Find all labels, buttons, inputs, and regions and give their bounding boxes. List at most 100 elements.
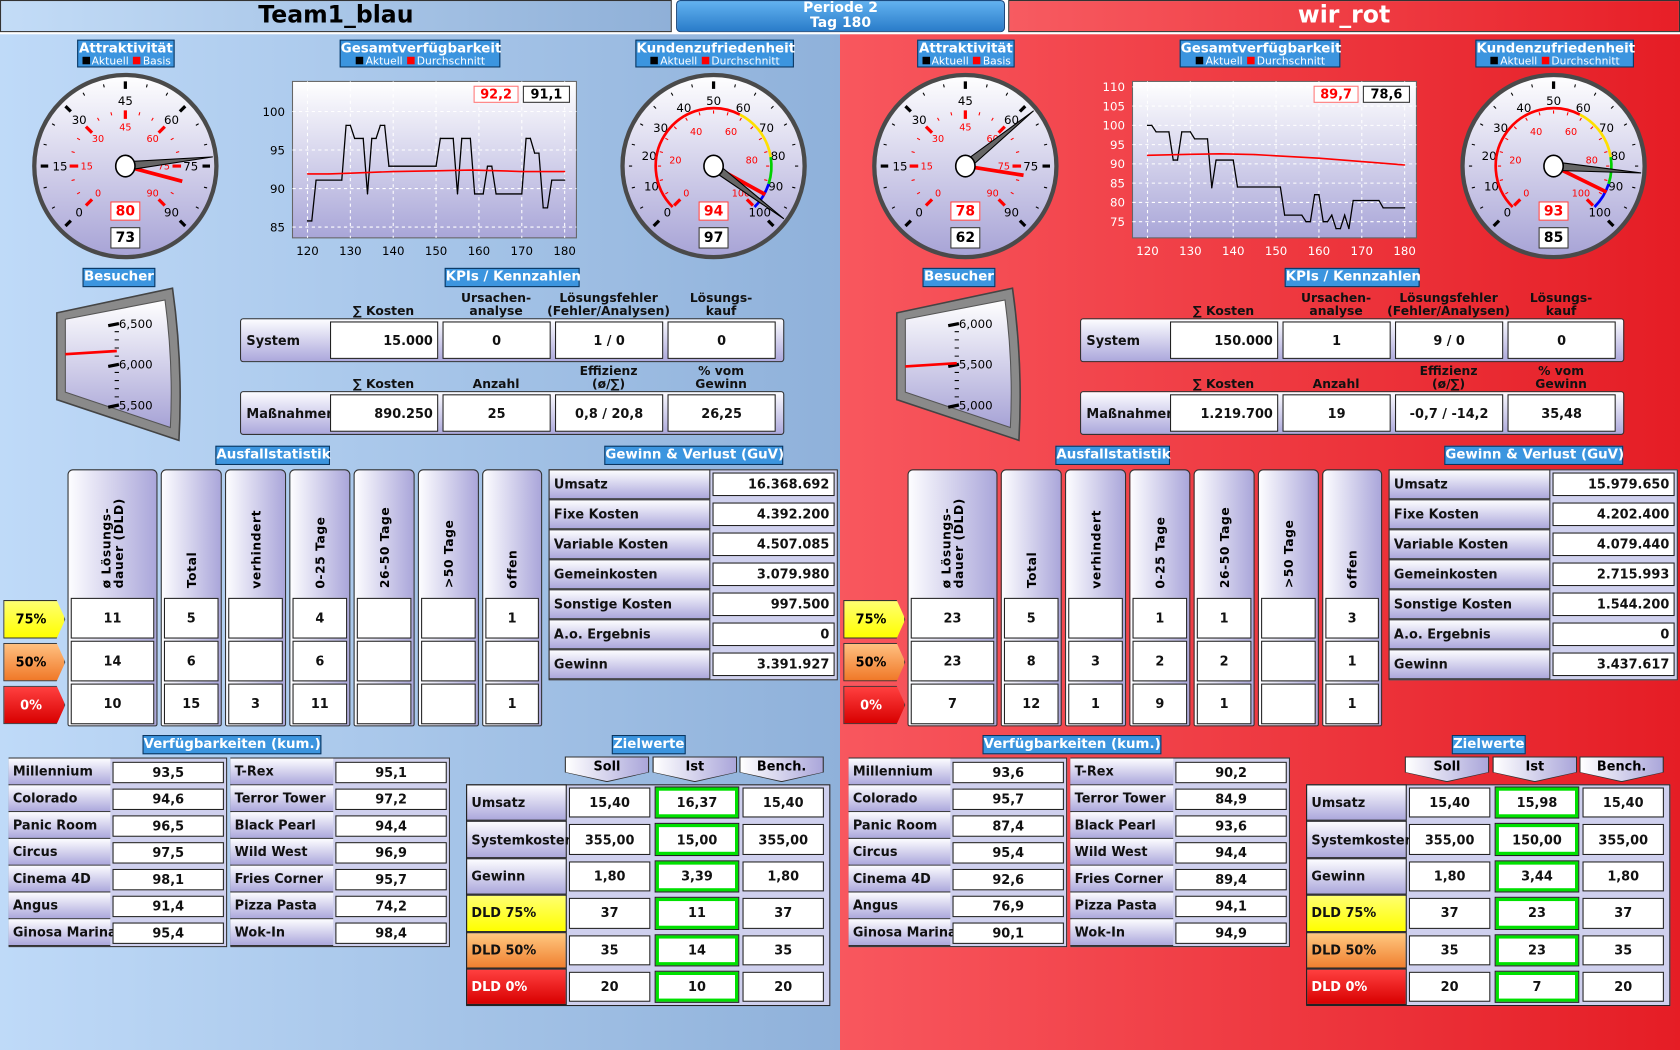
durchschnitt-value-box: 93 — [1538, 201, 1569, 221]
kpi-column-header: % vom Gewinn — [1535, 363, 1587, 392]
outer-tick — [203, 186, 208, 189]
y-tick-label: 100 — [263, 105, 285, 119]
legend-label: Aktuell — [91, 55, 129, 68]
inner-tick — [151, 117, 154, 121]
data-point — [1382, 207, 1384, 209]
ausfall-cell — [1261, 597, 1316, 639]
durchschnitt-value-box: 94 — [698, 201, 729, 221]
kpi-value-cell: 9 / 0 — [1395, 321, 1504, 359]
dld-row-label: 50% — [3, 642, 66, 682]
inner-tick — [1525, 117, 1528, 121]
guv-value: 16.368.692 — [712, 472, 835, 497]
outer-tick — [1043, 186, 1048, 189]
y-tick-label: 80 — [1110, 196, 1125, 210]
guv-row-label: Sonstige Kosten — [1388, 589, 1551, 620]
data-point — [521, 193, 523, 195]
data-point — [1189, 131, 1192, 133]
ziel-ist-value: 23 — [1494, 896, 1580, 930]
inner-tick — [698, 112, 701, 116]
ride-name: Angus — [8, 892, 111, 920]
ziel-value: 15,40 — [742, 787, 824, 818]
data-point — [499, 170, 501, 172]
guv-value: 3.391.927 — [712, 652, 835, 677]
outer-tick — [1632, 186, 1636, 189]
outer-tick — [1480, 206, 1484, 209]
ride-name: Colorado — [848, 785, 951, 813]
outer-tick-label: 90 — [1608, 180, 1623, 194]
dld-row-label: 75% — [843, 600, 906, 639]
ride-name: Panic Room — [8, 812, 111, 839]
ziel-row-label: DLD 50% — [466, 931, 567, 969]
data-point — [1232, 159, 1234, 161]
ride-name: Colorado — [8, 785, 111, 813]
plot-area — [1131, 80, 1417, 239]
inner-tick — [1598, 191, 1603, 195]
ride-availability: 98,4 — [335, 922, 447, 944]
guv-value: 997.500 — [712, 592, 835, 617]
ziel-ist-value: 15,00 — [654, 823, 740, 856]
value-needle — [65, 349, 117, 356]
inner-tick — [76, 191, 81, 195]
ausfallstatistik-title: Ausfallstatistik — [1055, 445, 1171, 466]
ride-name: Terror Tower — [230, 785, 334, 813]
data-point — [491, 165, 493, 167]
x-tick-label: 150 — [1265, 244, 1287, 258]
ride-name: Wild West — [230, 838, 334, 866]
outer-tick — [43, 143, 47, 146]
team-left-header: Team1_blau — [0, 0, 672, 33]
inner-tick — [1015, 179, 1020, 182]
ausfall-cell: 2 — [1132, 640, 1188, 682]
outer-tick-label: 50 — [1546, 94, 1561, 108]
kpi-value-cell: 35,48 — [1507, 394, 1616, 432]
kpi-column-header: Effizienz (ø/∑) — [579, 363, 638, 392]
outer-tick — [922, 92, 926, 96]
outer-tick — [904, 219, 912, 228]
ride-availability: 97,2 — [335, 788, 447, 811]
ride-availability: 91,4 — [112, 895, 224, 918]
period-label: Periode 2 — [803, 0, 878, 17]
ziel-value: 1,80 — [568, 861, 651, 892]
ride-availability: 90,2 — [1175, 761, 1287, 784]
kpi-value-cell: 25 — [442, 394, 551, 432]
y-tick-label: 75 — [1110, 215, 1125, 229]
inner-tick — [1604, 151, 1608, 153]
aktuell-value-box: 85 — [1538, 227, 1569, 249]
ride-name: Millennium — [848, 758, 951, 786]
data-point — [1275, 155, 1277, 157]
data-point — [1194, 138, 1196, 140]
ride-name: Wok-In — [1070, 919, 1174, 947]
inner-tick-label: 100 — [732, 189, 750, 200]
kpis-title-text: KPIs / Kennzahlen — [1285, 267, 1421, 284]
outer-tick — [51, 206, 56, 209]
x-tick-label: 150 — [425, 244, 447, 258]
x-tick-label: 160 — [1308, 244, 1330, 258]
ausfall-cell: 1 — [1068, 683, 1123, 725]
scale-arc-segment — [1494, 106, 1581, 208]
ausfall-cell — [1261, 640, 1316, 682]
ziel-value: 15,40 — [1582, 787, 1664, 818]
outer-tick — [43, 186, 47, 189]
data-point — [1301, 214, 1303, 216]
data-point — [525, 137, 527, 140]
data-point — [392, 170, 394, 173]
inner-tick — [685, 117, 688, 121]
ausfall-cell: 7 — [910, 683, 995, 725]
ausfall-cell: 5 — [163, 597, 219, 639]
ziel-ist-value: 11 — [654, 896, 740, 930]
inner-tick — [1585, 198, 1595, 207]
outer-tick — [883, 143, 887, 146]
ziel-column-header: Soll — [565, 757, 649, 782]
besucher-title-text: Besucher — [83, 267, 154, 284]
ziel-row-label: Systemkosten — [466, 821, 574, 858]
kpi-value-cell: 0 — [1507, 321, 1616, 359]
ausfall-cell: 23 — [910, 597, 995, 639]
ziel-ist-value: 16,37 — [654, 786, 740, 820]
inner-tick — [71, 179, 75, 182]
outer-tick — [178, 219, 187, 228]
outer-tick — [1480, 123, 1484, 126]
inner-tick — [916, 191, 921, 195]
inner-tick — [673, 198, 682, 207]
ride-name: Fries Corner — [230, 865, 334, 893]
ziel-column-header: Ist — [653, 757, 737, 782]
